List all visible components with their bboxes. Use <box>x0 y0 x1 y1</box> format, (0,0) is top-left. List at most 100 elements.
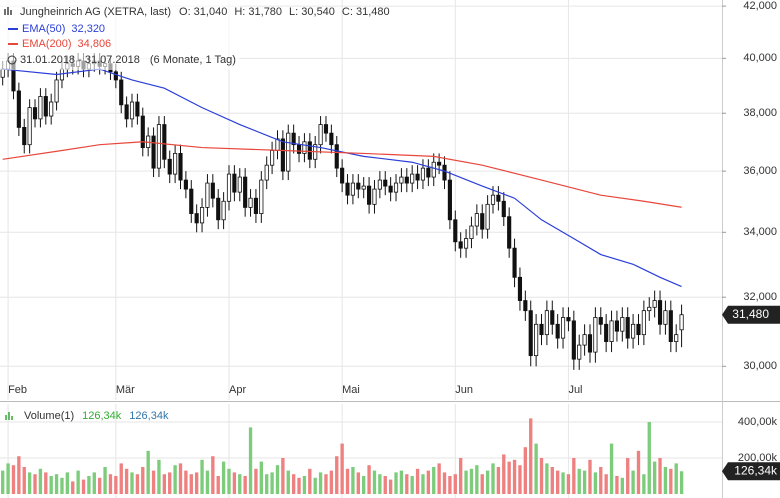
volume-bar <box>173 465 177 494</box>
volume-bar <box>205 470 210 494</box>
volume-bar <box>291 474 296 494</box>
candle-body <box>232 173 237 193</box>
candle-body <box>415 173 420 181</box>
volume-bar <box>663 467 668 494</box>
candle-body <box>264 164 269 181</box>
candle-body <box>609 320 614 342</box>
candle-body <box>199 207 205 224</box>
volume-value: 126,34k <box>82 410 122 422</box>
chart-title: Jungheinrich AG (XETRA, last) <box>20 6 171 18</box>
ohlc-stat: O: 31,040 <box>179 6 227 18</box>
candle-body <box>49 101 54 117</box>
volume-bar <box>313 477 317 494</box>
period: 31.01.2018 - 31.07.2018 <box>20 54 140 66</box>
volume-bar <box>362 476 366 494</box>
candle-body <box>345 182 350 196</box>
volume-bar <box>232 472 237 494</box>
candle-body <box>178 153 183 181</box>
volume-bar <box>200 459 204 494</box>
volume-bar <box>345 468 350 494</box>
volume-bar <box>523 447 528 494</box>
candle-body <box>426 167 431 178</box>
volume-bar <box>1 470 5 494</box>
candle-body <box>507 216 512 249</box>
volume-label-box <box>722 462 780 481</box>
candle-body <box>367 185 372 205</box>
candle-body <box>173 153 178 175</box>
volume-bar <box>566 474 571 494</box>
candle-body <box>674 334 679 342</box>
x-tick-label: Mai <box>342 384 360 396</box>
volume-bar <box>33 474 37 494</box>
volume-bar <box>539 458 544 494</box>
volume-bar <box>626 458 630 494</box>
candle-body <box>140 115 145 148</box>
price-label-box <box>722 305 780 324</box>
volume-bar <box>636 450 641 494</box>
candle-body <box>205 182 210 208</box>
candle-body <box>566 317 571 322</box>
candle-body <box>129 101 135 120</box>
candle-body <box>151 135 156 169</box>
volume-bar <box>6 463 10 494</box>
volume-bar <box>254 468 258 494</box>
candle-body <box>496 194 501 202</box>
candle-body <box>162 124 167 160</box>
ema-line <box>2 141 682 208</box>
candle-body <box>113 71 118 81</box>
candle-body <box>194 213 199 224</box>
candle-body <box>631 323 636 339</box>
volume-bar <box>658 458 662 494</box>
y-tick-label: 36,000 <box>743 165 777 177</box>
volume-bar <box>65 472 70 494</box>
x-tick-label: Jun <box>455 384 473 396</box>
volume-bar <box>502 454 506 494</box>
candle-body <box>135 101 140 117</box>
candle-body <box>544 310 549 336</box>
volume-name: Volume(1) <box>24 410 74 422</box>
volume-bar <box>130 472 134 494</box>
candle-body <box>593 317 598 353</box>
y-tick-label: 38,000 <box>743 107 777 119</box>
volume-bar <box>281 458 285 494</box>
volume-bar <box>679 471 684 494</box>
volume-bar <box>114 476 118 494</box>
volume-bar <box>453 474 457 494</box>
candle-body <box>350 182 355 196</box>
candle-body <box>243 176 248 208</box>
y-tick-label: 34,000 <box>743 226 777 238</box>
volume-bar <box>475 465 479 494</box>
candle-body <box>388 185 393 193</box>
volume-bar <box>87 476 91 494</box>
volume-bar <box>437 463 441 494</box>
candle-body <box>512 247 517 278</box>
volume-bar <box>286 470 290 494</box>
volume-bar <box>491 463 495 494</box>
volume-bar <box>270 472 274 494</box>
volume-bar <box>378 474 382 494</box>
candle-body <box>38 96 43 120</box>
candle-body <box>280 138 285 172</box>
candle-body <box>453 219 458 243</box>
candle-body <box>550 310 555 325</box>
volume-bar <box>297 477 301 494</box>
volume-bar <box>81 479 86 494</box>
candle-body <box>469 225 474 240</box>
candle-body <box>323 124 329 134</box>
chart-icon <box>4 7 12 15</box>
candle-body <box>383 179 388 187</box>
volume-bar <box>216 476 220 494</box>
candle-body <box>356 182 361 190</box>
volume-bar <box>518 465 522 494</box>
volume-bar <box>642 474 646 494</box>
candle-body <box>679 314 684 331</box>
volume-icon <box>5 412 13 420</box>
volume-bar <box>399 470 404 494</box>
candle-body <box>490 194 496 205</box>
candle-body <box>226 173 232 202</box>
candle-body <box>437 161 442 166</box>
volume-bar <box>259 461 263 494</box>
candle-body <box>604 323 609 342</box>
candle-body <box>307 141 312 160</box>
candle-body <box>27 107 32 146</box>
